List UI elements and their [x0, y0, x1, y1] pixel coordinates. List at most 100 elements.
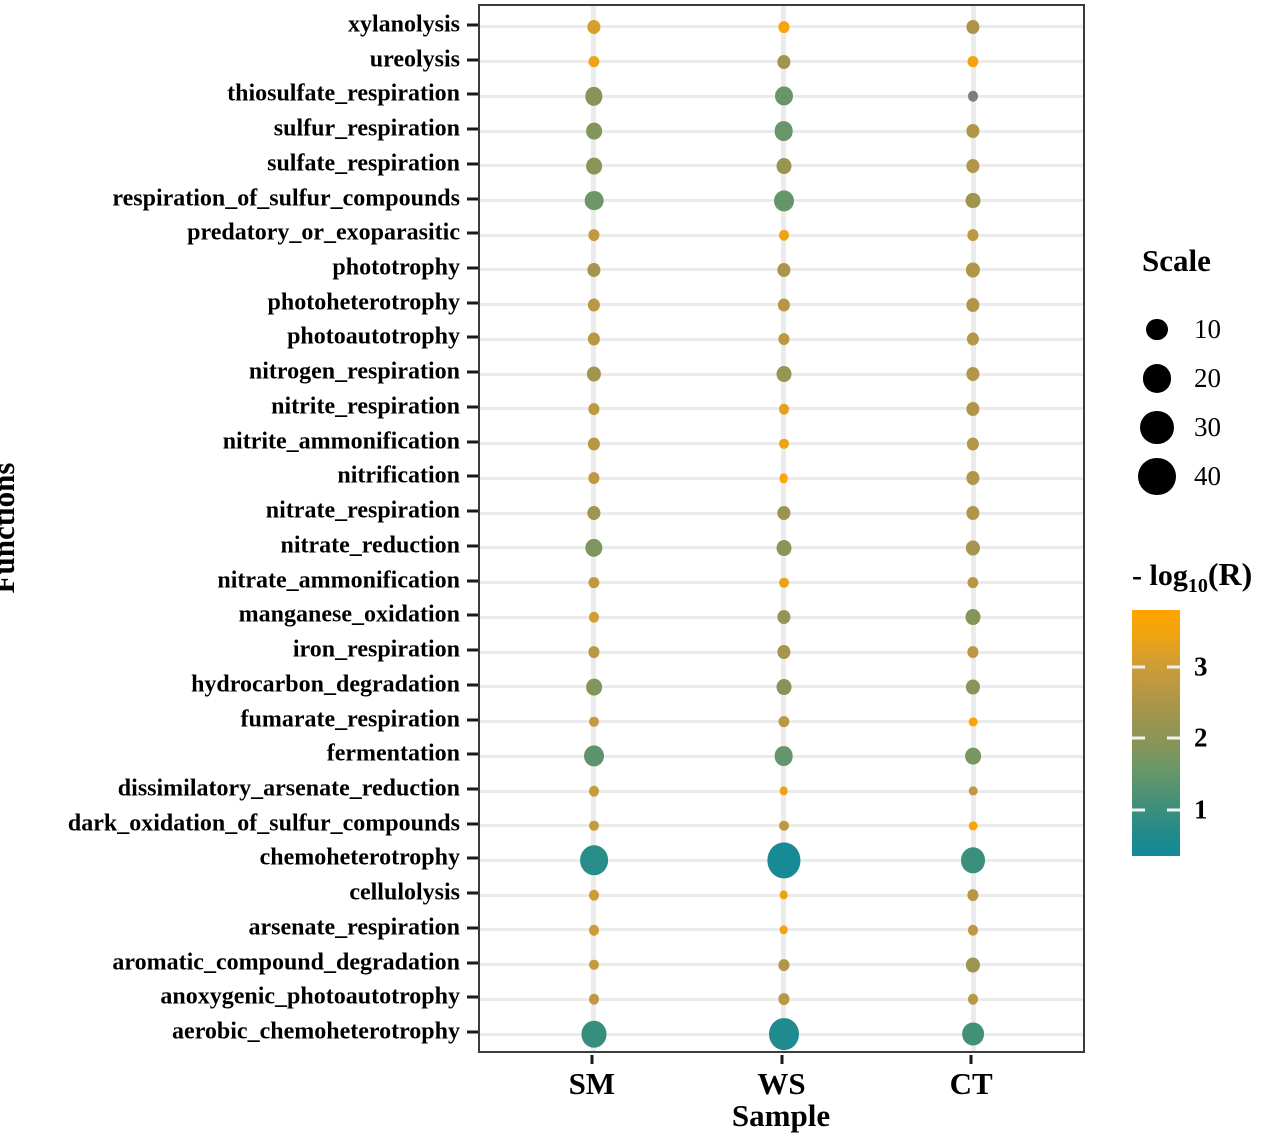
data-point-SM-nitrite_respiration	[588, 403, 600, 415]
y-axis-label: ureolysis	[369, 46, 460, 73]
data-point-SM-thiosulfate_respiration	[585, 87, 603, 106]
y-axis-label: nitrite_ammonification	[222, 428, 460, 455]
size-legend-circle	[1140, 410, 1174, 445]
data-point-WS-phototrophy	[776, 262, 791, 277]
data-point-WS-fumarate_respiration	[777, 715, 790, 728]
y-axis-tick	[467, 58, 478, 62]
y-axis-tick	[467, 856, 478, 860]
x-axis-label: WS	[757, 1066, 806, 1101]
data-point-WS-photoautotrophy	[777, 333, 790, 346]
data-point-SM-sulfate_respiration	[585, 157, 602, 175]
size-legend-key: 40	[1128, 452, 1268, 501]
data-point-CT-cellulolysis	[967, 889, 979, 902]
data-point-SM-respiration_of_sulfur_compounds	[584, 190, 604, 211]
data-point-WS-dissimilatory_arsenate_reduction	[779, 786, 788, 796]
colorbar-tick-mark	[1167, 808, 1180, 812]
data-point-CT-chemoheterotrophy	[961, 847, 986, 874]
data-point-WS-chemoheterotrophy	[766, 842, 801, 879]
colorbar-tick-mark	[1132, 736, 1145, 740]
y-axis-tick	[467, 474, 478, 478]
data-point-CT-predatory_or_exoparasitic	[967, 229, 979, 242]
data-point-CT-aerobic_chemoheterotrophy	[962, 1022, 985, 1046]
size-legend-value: 40	[1194, 461, 1221, 491]
data-point-WS-nitrification	[779, 473, 788, 483]
x-axis-label: SM	[568, 1066, 616, 1101]
data-point-SM-fermentation	[583, 745, 604, 767]
data-point-CT-nitrite_respiration	[966, 401, 980, 416]
y-axis-label: photoheterotrophy	[267, 289, 460, 316]
data-point-CT-manganese_oxidation	[965, 609, 981, 626]
y-axis-tick	[467, 405, 478, 409]
y-axis-tick	[467, 370, 478, 374]
vertical-gridline	[781, 6, 786, 1051]
data-point-CT-sulfate_respiration	[966, 158, 980, 173]
data-point-CT-fermentation	[965, 747, 982, 765]
data-point-CT-thiosulfate_respiration	[968, 91, 979, 102]
data-point-WS-cellulolysis	[779, 890, 788, 900]
data-point-WS-nitrogen_respiration	[776, 366, 791, 383]
colorbar-tick-mark	[1167, 665, 1180, 669]
data-point-WS-anoxygenic_photoautotrophy	[777, 993, 790, 1006]
data-point-SM-nitrification	[588, 472, 600, 485]
data-point-SM-photoautotrophy	[587, 332, 600, 346]
vertical-gridline	[591, 6, 597, 1051]
size-legend-value: 10	[1194, 314, 1221, 344]
colorbar-tick-label: 3	[1194, 651, 1208, 682]
y-axis-label: nitrite_respiration	[271, 393, 460, 420]
y-axis-tick	[467, 197, 478, 201]
y-axis-label: aerobic_chemoheterotrophy	[172, 1018, 460, 1045]
data-point-WS-nitrate_respiration	[776, 506, 791, 521]
plot-panel	[478, 4, 1085, 1053]
data-point-WS-predatory_or_exoparasitic	[778, 229, 789, 241]
size-legend-circle	[1142, 364, 1172, 393]
data-point-CT-phototrophy	[966, 262, 981, 278]
data-point-CT-anoxygenic_photoautotrophy	[968, 994, 979, 1005]
size-legend-key: 30	[1128, 403, 1268, 452]
y-axis-label: iron_respiration	[292, 636, 460, 663]
data-point-SM-photoheterotrophy	[587, 298, 600, 312]
data-point-CT-nitrate_ammonification	[967, 576, 979, 589]
data-point-SM-dissimilatory_arsenate_reduction	[588, 785, 599, 797]
data-point-SM-manganese_oxidation	[588, 612, 599, 623]
y-axis-label: xylanolysis	[347, 11, 460, 38]
x-axis-label: CT	[949, 1066, 993, 1101]
data-point-SM-aerobic_chemoheterotrophy	[581, 1020, 607, 1048]
size-legend-value: 20	[1194, 363, 1221, 393]
y-axis-tick	[467, 752, 478, 756]
data-point-SM-chemoheterotrophy	[579, 845, 608, 876]
data-point-CT-ureolysis	[967, 55, 979, 68]
y-axis-tick	[467, 440, 478, 444]
data-point-SM-nitrite_ammonification	[587, 437, 600, 451]
y-axis-tick	[467, 579, 478, 583]
y-axis-label: photoautotrophy	[287, 323, 460, 350]
data-point-CT-xylanolysis	[966, 19, 980, 34]
data-point-WS-respiration_of_sulfur_compounds	[773, 189, 794, 212]
y-axis-tick	[467, 1030, 478, 1034]
colorbar-tick-label: 2	[1194, 722, 1208, 753]
data-point-CT-iron_respiration	[967, 646, 979, 658]
data-point-WS-thiosulfate_respiration	[774, 86, 793, 106]
data-point-CT-sulfur_respiration	[966, 124, 980, 139]
y-axis-label: fumarate_respiration	[240, 706, 460, 733]
data-point-SM-nitrate_ammonification	[588, 576, 600, 589]
y-axis-label: anoxygenic_photoautotrophy	[160, 983, 460, 1010]
y-axis-label: sulfate_respiration	[267, 150, 460, 177]
data-point-SM-nitrogen_respiration	[586, 366, 601, 382]
y-axis-label: arsenate_respiration	[248, 914, 460, 941]
size-legend-title: Scale	[1142, 243, 1211, 278]
data-point-SM-predatory_or_exoparasitic	[588, 229, 600, 242]
y-axis-tick	[467, 961, 478, 965]
y-axis-label: nitrogen_respiration	[248, 358, 460, 385]
y-axis-tick	[467, 23, 478, 27]
data-point-SM-xylanolysis	[587, 19, 601, 34]
y-axis-tick	[467, 544, 478, 548]
colorbar-tick-mark	[1132, 808, 1145, 812]
y-axis-label: manganese_oxidation	[238, 601, 460, 628]
data-point-SM-arsenate_respiration	[588, 924, 599, 936]
data-point-CT-arsenate_respiration	[968, 924, 979, 936]
data-point-CT-nitrate_respiration	[966, 506, 980, 521]
data-point-WS-arsenate_respiration	[779, 925, 788, 935]
color-legend: - log10(R) 3 2 1	[1128, 556, 1268, 856]
y-axis-label: nitrification	[337, 462, 460, 489]
